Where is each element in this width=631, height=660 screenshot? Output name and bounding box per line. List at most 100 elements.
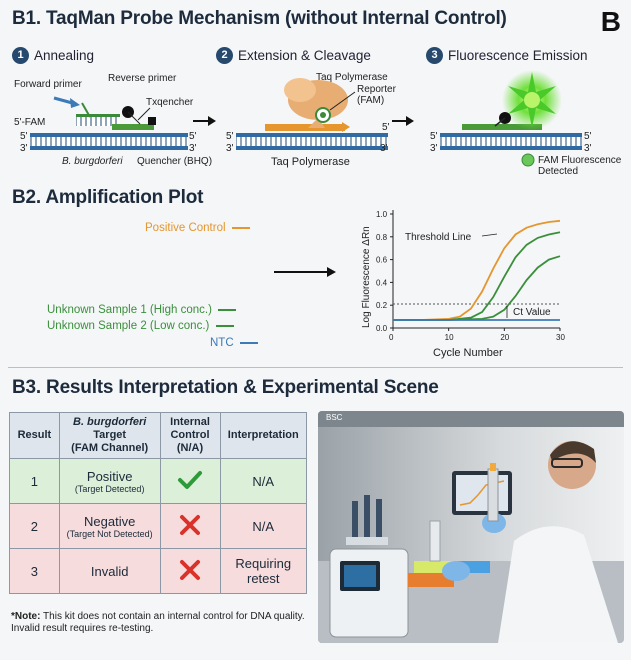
step-number: 2 <box>216 47 233 64</box>
step-arrow-icon <box>193 116 216 126</box>
legend-swatch <box>239 341 258 344</box>
label-prime-5: 5' <box>189 131 197 142</box>
label-prime-3: 3' <box>584 143 592 154</box>
label-prime-5: 5' <box>226 131 234 142</box>
legend-swatch <box>231 226 250 229</box>
x-tick-label: 0 <box>389 333 394 342</box>
lab-scene-photo: BSC <box>318 411 624 643</box>
dna-strand-3 <box>440 124 582 150</box>
lab-scene-illustration <box>318 411 624 643</box>
table-header-row: Result B. burgdorferi Target (FAM Channe… <box>9 412 308 459</box>
y-tick-label: 0.2 <box>376 301 388 310</box>
results-table: Result B. burgdorferi Target (FAM Channe… <box>9 412 308 594</box>
table-note: *Note: This kit does not contain an inte… <box>11 611 311 635</box>
step-label: Fluorescence Emission <box>448 48 588 63</box>
note-bold: *Note: <box>11 611 41 622</box>
table-row: 2 Negative (Target Not Detected) N/A <box>9 503 308 549</box>
step-annealing: 1 Annealing <box>12 47 94 64</box>
row-interpretation: N/A <box>219 503 308 549</box>
step-label: Extension & Cleavage <box>238 48 371 63</box>
y-tick-label: 0.4 <box>376 278 388 287</box>
row-ic <box>159 503 221 549</box>
step-label: Annealing <box>34 48 95 63</box>
step-fluorescence: 3 Fluorescence Emission <box>426 47 588 64</box>
legend-unknown-1: Unknown Sample 1 (High conc.) <box>47 304 237 316</box>
x-tick-label: 20 <box>500 333 509 342</box>
step-extension: 2 Extension & Cleavage <box>216 47 371 64</box>
row-interpretation: N/A <box>219 458 308 504</box>
photo-label: BSC <box>326 413 343 422</box>
fluorescence-burst-icon <box>494 70 562 130</box>
b3-title: B3. Results Interpretation & Experimenta… <box>12 377 439 398</box>
y-axis-label: Log Fluorescence ΔRn <box>361 226 372 328</box>
series-line <box>393 219 561 321</box>
legend-swatch <box>215 324 234 327</box>
row-target: Positive (Target Detected) <box>58 458 161 504</box>
label-forward-primer: Forward primer <box>14 79 82 90</box>
x-tick-label: 10 <box>445 333 454 342</box>
y-tick-label: 0.6 <box>376 256 388 265</box>
label-reporter-fam: Reporter (FAM) <box>357 84 396 106</box>
label-reverse-primer: Reverse primer <box>108 73 177 84</box>
dna-strand-1 <box>30 133 188 150</box>
label-prime-3: 3' <box>380 143 388 154</box>
b1-title: B1. TaqMan Probe Mechanism (without Inte… <box>12 8 507 29</box>
reporter-fam-icon <box>315 91 356 123</box>
row-target: Invalid <box>58 548 161 594</box>
label-prime-3: 3' <box>430 143 438 154</box>
row-ic <box>159 458 221 504</box>
row-target-main: Invalid <box>90 563 129 579</box>
label-prime-5: 5' <box>584 131 592 142</box>
header-ic-3: (N/A) <box>176 442 204 454</box>
legend-unknown-2: Unknown Sample 2 (Low conc.) <box>47 320 234 332</box>
y-tick-label: 0.0 <box>376 324 388 333</box>
legend-label: NTC <box>210 337 234 349</box>
check-icon <box>178 470 203 489</box>
table-row: 3 Invalid Requiring retest <box>9 548 308 594</box>
plot-series <box>393 219 561 321</box>
plot-ticks: 0 10 20 30 0.0 0.2 0.4 0.6 0.8 1.0 <box>376 210 565 342</box>
legend-positive-control: Positive Control <box>145 222 250 234</box>
label-prime-5: 5' <box>20 131 28 142</box>
row-ic <box>159 548 221 594</box>
row-number: 3 <box>9 548 60 594</box>
header-ic-1: Internal <box>170 416 210 428</box>
label-taq-polymerase-bottom: Taq Polymerase <box>271 156 350 168</box>
plot-pointer-arrow-icon <box>274 267 336 277</box>
legend-label: Unknown Sample 2 (Low conc.) <box>47 320 210 332</box>
row-number: 2 <box>9 503 60 549</box>
label-prime-5: 5' <box>382 122 390 133</box>
step-arrow-icon <box>392 116 414 126</box>
label-b-burgdorferi: B. burgdorferi <box>62 156 123 167</box>
row-interpretation: Requiring retest <box>219 548 308 594</box>
header-target-word: Target <box>93 429 127 441</box>
step-number: 3 <box>426 47 443 64</box>
label-prime-3: 3' <box>20 143 28 154</box>
threshold-line-label: Threshold Line <box>405 232 472 243</box>
row-target-main: Negative <box>84 513 136 529</box>
probe-annealing <box>112 106 156 130</box>
x-tick-label: 30 <box>556 333 565 342</box>
row-target: Negative (Target Not Detected) <box>58 503 161 549</box>
x-axis-label: Cycle Number <box>433 347 503 359</box>
legend-ntc: NTC <box>210 337 258 349</box>
plot-axes <box>392 210 560 329</box>
y-tick-label: 0.8 <box>376 233 388 242</box>
header-ic-2: Control <box>170 429 210 441</box>
forward-arrow-icon <box>53 96 80 108</box>
forward-primer <box>76 102 120 126</box>
label-5-fam: 5'-FAM <box>14 117 46 128</box>
row-target-sub: (Target Detected) <box>74 483 145 494</box>
threshold-leader <box>481 233 498 237</box>
y-tick-label: 1.0 <box>376 210 388 219</box>
label-txqencher: Txqencher <box>146 97 194 108</box>
amplification-plot: 0 10 20 30 0.0 0.2 0.4 0.6 0.8 1.0 Log Fluorescen… <box>361 210 565 359</box>
step-number: 1 <box>12 47 29 64</box>
cross-icon <box>180 514 201 535</box>
taq-polymerase-icon <box>284 78 348 128</box>
dna-strand-2 <box>236 122 388 150</box>
row-target-sub: (Target Not Detected) <box>66 528 153 539</box>
header-target-species: B. burgdorferi <box>73 416 147 428</box>
legend-swatch <box>218 308 237 311</box>
fam-detected-dot-icon <box>521 153 535 167</box>
